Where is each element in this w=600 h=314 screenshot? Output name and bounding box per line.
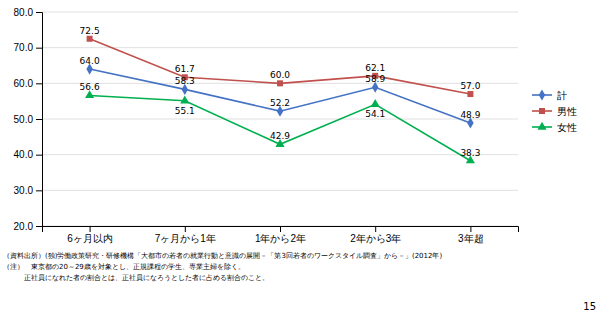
legend-label: 女性 bbox=[557, 122, 577, 133]
tick: 6ヶ月以内 bbox=[67, 226, 113, 244]
tick-mark bbox=[36, 119, 42, 120]
footnote: 正社員になれた者の割合とは、正社員になろうとした者に占める割合のこと。 bbox=[3, 274, 269, 282]
data-label: 64.0 bbox=[80, 56, 100, 66]
marker bbox=[467, 91, 473, 97]
grid-line bbox=[42, 12, 518, 13]
tick-mark bbox=[470, 226, 471, 232]
legend: 計男性女性 bbox=[532, 89, 577, 132]
grid-line bbox=[42, 119, 518, 120]
data-labels: 64.0 58.3 52.2 58.9 48.9 72.5 61.7 60.0 62.1 57.0… bbox=[80, 26, 481, 158]
tick-label: 80.0 bbox=[14, 7, 34, 18]
tick-mark bbox=[280, 226, 281, 232]
tick: 30.0 bbox=[14, 185, 42, 196]
tick: 2年から3年 bbox=[350, 226, 401, 244]
tick-mark bbox=[36, 48, 42, 49]
data-label: 60.0 bbox=[270, 70, 290, 80]
tick-mark bbox=[36, 83, 42, 84]
footnote: （資料出所）(独)労働政策研究・研修機構「大都市の若者の就業行動と意識の展開－「… bbox=[3, 252, 442, 260]
legend-item: 女性 bbox=[532, 122, 577, 133]
plot: 20.0 30.0 40.0 50.0 60.0 70.0 80.0 6ヶ月以内 7ヶ月から1年… bbox=[14, 7, 519, 244]
tick: 70.0 bbox=[14, 42, 42, 53]
legend-item: 計 bbox=[532, 89, 567, 100]
tick: 50.0 bbox=[14, 114, 42, 125]
tick-label: 1年から2年 bbox=[255, 233, 306, 244]
data-label: 42.9 bbox=[270, 131, 290, 141]
data-label: 57.0 bbox=[460, 81, 480, 91]
tick: 80.0 bbox=[14, 7, 42, 18]
tick: 7ヶ月から1年 bbox=[155, 226, 216, 244]
data-label: 56.6 bbox=[80, 82, 100, 92]
data-label: 52.2 bbox=[270, 98, 290, 108]
axis-line bbox=[36, 13, 43, 227]
tick-label: 50.0 bbox=[14, 114, 34, 125]
tick: 60.0 bbox=[14, 78, 42, 89]
tick-mark bbox=[375, 226, 376, 232]
chart: 20.0 30.0 40.0 50.0 60.0 70.0 80.0 6ヶ月以内 7ヶ月から1年… bbox=[0, 0, 600, 314]
tick-label: 3年超 bbox=[458, 233, 484, 244]
tick-label: 60.0 bbox=[14, 78, 34, 89]
tick-label: 20.0 bbox=[14, 221, 34, 232]
tick-label: 6ヶ月以内 bbox=[67, 233, 113, 244]
legend-item: 男性 bbox=[532, 106, 577, 117]
marker bbox=[277, 80, 283, 86]
page-number: 15 bbox=[583, 301, 596, 312]
tick-mark bbox=[90, 226, 91, 232]
tick-label: 30.0 bbox=[14, 185, 34, 196]
footnote: （注） 東京都の20～29歳を対象とし、正規課程の学生、専業主婦を除く。 bbox=[3, 263, 245, 271]
data-label: 38.3 bbox=[460, 148, 480, 158]
series-line bbox=[90, 69, 471, 123]
data-label: 58.9 bbox=[365, 74, 385, 84]
data-label: 54.1 bbox=[365, 109, 385, 119]
series-line bbox=[90, 39, 471, 94]
tick-mark bbox=[36, 12, 42, 13]
grid-line bbox=[42, 190, 518, 191]
tick: 3年超 bbox=[458, 226, 484, 244]
tick-mark bbox=[36, 226, 42, 227]
tick: 40.0 bbox=[14, 149, 42, 160]
legend-marker bbox=[537, 122, 546, 130]
tick-label: 70.0 bbox=[14, 42, 34, 53]
tick-label: 2年から3年 bbox=[350, 233, 401, 244]
y-axis: 20.0 30.0 40.0 50.0 60.0 70.0 80.0 bbox=[14, 7, 43, 232]
tick-mark bbox=[36, 190, 42, 191]
data-label: 55.1 bbox=[175, 106, 195, 116]
data-label: 48.9 bbox=[460, 110, 480, 120]
legend-label: 男性 bbox=[557, 106, 577, 117]
x-axis: 6ヶ月以内 7ヶ月から1年 1年から2年 2年から3年 3年超 bbox=[43, 226, 519, 244]
grid bbox=[42, 12, 518, 226]
marker bbox=[87, 36, 93, 42]
tick: 20.0 bbox=[14, 221, 42, 232]
data-label: 61.7 bbox=[175, 64, 195, 74]
tick-mark bbox=[185, 226, 186, 232]
legend-marker bbox=[539, 108, 545, 114]
legend-marker bbox=[539, 89, 545, 100]
data-label: 58.3 bbox=[175, 76, 195, 86]
axis-line bbox=[43, 227, 519, 233]
marker bbox=[180, 96, 189, 104]
marker bbox=[371, 99, 380, 107]
series-line bbox=[90, 95, 471, 160]
grid-line bbox=[42, 154, 518, 155]
tick-label: 7ヶ月から1年 bbox=[155, 233, 216, 244]
data-label: 72.5 bbox=[80, 26, 100, 36]
data-label: 62.1 bbox=[365, 63, 385, 73]
tick-mark bbox=[36, 155, 42, 156]
legend-label: 計 bbox=[557, 90, 567, 101]
tick: 1年から2年 bbox=[255, 226, 306, 244]
tick-label: 40.0 bbox=[14, 149, 34, 160]
marks bbox=[85, 36, 475, 164]
